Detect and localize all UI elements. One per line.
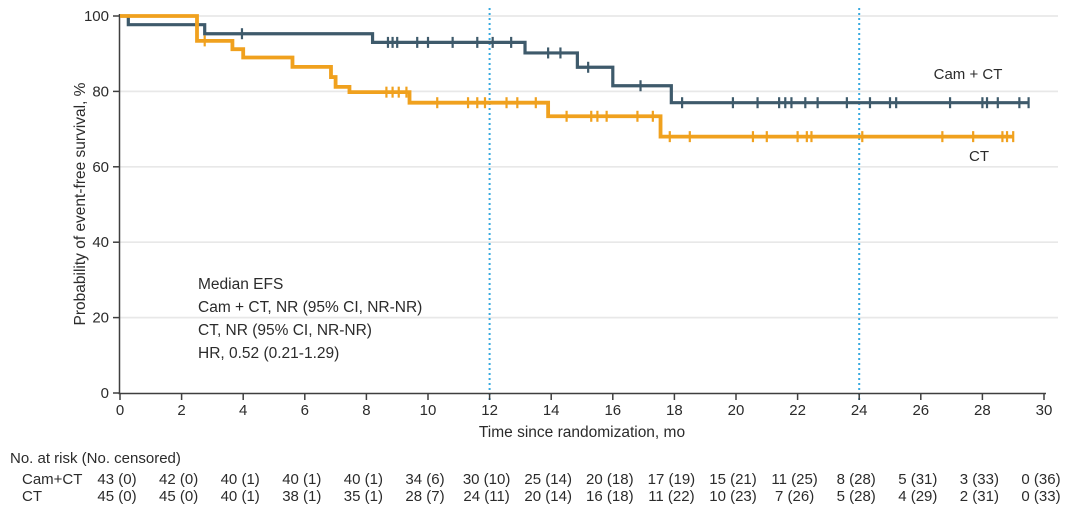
x-tick-label-2: 2 — [177, 402, 185, 419]
curve-label-ct: CT — [969, 148, 989, 165]
x-tick-label-6: 6 — [301, 402, 309, 419]
risk-cell: 45 (0) — [97, 488, 136, 505]
y-tick-label-80: 80 — [92, 83, 109, 100]
risk-cell: 20 (14) — [524, 488, 572, 505]
annotation-line-4: HR, 0.52 (0.21-1.29) — [198, 345, 339, 362]
gridlines-layer — [120, 15, 1058, 319]
y-tick-label-60: 60 — [92, 159, 109, 176]
risk-row-label-ct: CT — [22, 488, 42, 505]
risk-cell: 2 (31) — [960, 488, 999, 505]
risk-cell: 43 (0) — [97, 471, 136, 488]
series-layer — [120, 14, 1030, 143]
x-tick-label-26: 26 — [912, 402, 929, 419]
risk-cell: 35 (1) — [344, 488, 383, 505]
x-tick-label-0: 0 — [116, 402, 124, 419]
risk-cell: 45 (0) — [159, 488, 198, 505]
risk-cell: 11 (22) — [648, 488, 694, 505]
km-curve-ct — [120, 14, 1014, 139]
risk-cell: 40 (1) — [221, 488, 260, 505]
x-tick-label-14: 14 — [543, 402, 560, 419]
risk-row-label-cam-ct: Cam+CT — [22, 471, 82, 488]
risk-cell: 4 (29) — [898, 488, 937, 505]
y-tick-label-0: 0 — [101, 385, 109, 402]
x-tick-label-8: 8 — [362, 402, 370, 419]
risk-table-layer: Cam+CT 43 (0) 42 (0) 40 (1) 40 (1) 40 (1) 34 (… — [22, 471, 1061, 505]
risk-cell: 24 (11) — [463, 488, 509, 505]
risk-table-title: No. at risk (No. censored) — [10, 450, 181, 467]
x-tick-label-18: 18 — [666, 402, 683, 419]
x-tick-label-16: 16 — [604, 402, 621, 419]
risk-cell: 3 (33) — [960, 471, 999, 488]
x-tick-label-24: 24 — [851, 402, 868, 419]
x-tick-label-4: 4 — [239, 402, 247, 419]
risk-cell: 0 (33) — [1021, 488, 1060, 505]
km-curve-cam-ct — [120, 14, 1029, 105]
x-tick-label-12: 12 — [481, 402, 498, 419]
risk-cell: 0 (36) — [1021, 471, 1060, 488]
risk-cell: 16 (18) — [586, 488, 634, 505]
risk-cell: 10 (23) — [709, 488, 757, 505]
y-tick-label-100: 100 — [84, 8, 109, 25]
curve-label-cam-ct: Cam + CT — [934, 66, 1003, 83]
x-tick-label-22: 22 — [789, 402, 806, 419]
reference-lines-layer — [488, 8, 861, 401]
risk-cell: 38 (1) — [282, 488, 321, 505]
risk-cell: 15 (21) — [709, 471, 757, 488]
annotation-line-1: Median EFS — [198, 276, 283, 293]
y-axis-title: Probability of event-free survival, % — [72, 82, 89, 325]
risk-cell: 8 (28) — [837, 471, 876, 488]
risk-cell: 40 (1) — [221, 471, 260, 488]
risk-cell: 5 (31) — [898, 471, 937, 488]
risk-cell: 7 (26) — [775, 488, 814, 505]
annotation-line-2: Cam + CT, NR (95% CI, NR-NR) — [198, 299, 422, 316]
x-tick-label-28: 28 — [974, 402, 991, 419]
y-tick-label-20: 20 — [92, 310, 109, 327]
risk-cell: 20 (18) — [586, 471, 634, 488]
annotation-line-3: CT, NR (95% CI, NR-NR) — [198, 322, 372, 339]
risk-cell: 30 (10) — [463, 471, 511, 488]
risk-cell: 11 (25) — [771, 471, 817, 488]
risk-cell: 28 (7) — [405, 488, 444, 505]
risk-cell: 40 (1) — [282, 471, 321, 488]
x-tick-label-20: 20 — [728, 402, 745, 419]
risk-cell: 5 (28) — [837, 488, 876, 505]
risk-cell: 42 (0) — [159, 471, 198, 488]
risk-cell: 34 (6) — [405, 471, 444, 488]
median-efs-annotation: Median EFS Cam + CT, NR (95% CI, NR-NR) … — [198, 276, 422, 362]
x-tick-label-10: 10 — [420, 402, 437, 419]
y-tick-label-40: 40 — [92, 234, 109, 251]
x-axis-title: Time since randomization, mo — [479, 424, 685, 441]
x-tick-label-30: 30 — [1036, 402, 1053, 419]
risk-cell: 40 (1) — [344, 471, 383, 488]
risk-cell: 25 (14) — [524, 471, 572, 488]
risk-cell: 17 (19) — [648, 471, 696, 488]
